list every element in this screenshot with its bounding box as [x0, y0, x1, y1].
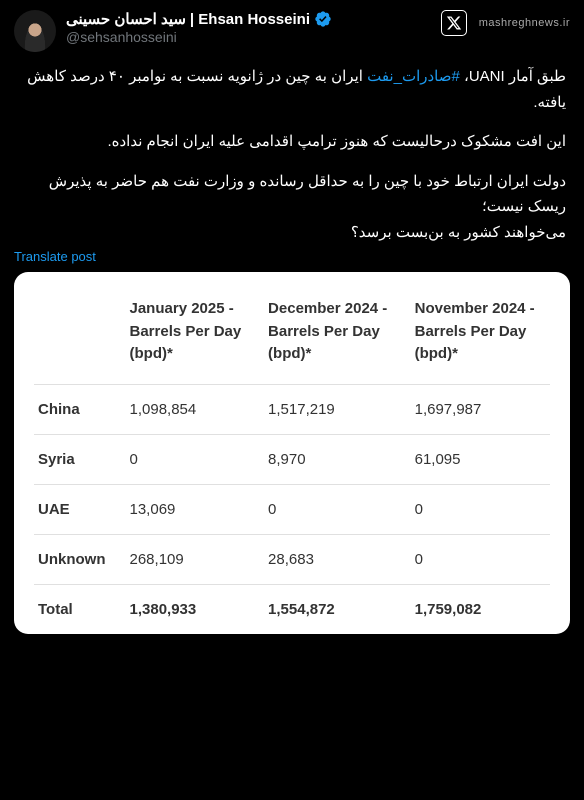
hashtag-link[interactable]: #صادرات_نفت — [367, 68, 460, 85]
table-header-row: January 2025 - Barrels Per Day (bpd)* De… — [34, 292, 550, 384]
tweet-body: طبق آمار UANI، #صادرات_نفت ایران به چین … — [0, 58, 584, 249]
cell: Syria — [34, 434, 118, 484]
col-header-country — [34, 292, 118, 384]
cell: Unknown — [34, 534, 118, 584]
verified-icon — [314, 10, 332, 28]
paragraph-1: طبق آمار UANI، #صادرات_نفت ایران به چین … — [18, 64, 566, 115]
p3-text: دولت ایران ارتباط خود با چین را به حداقل… — [49, 173, 566, 216]
cell: 1,098,854 — [118, 384, 257, 434]
table-row: Unknown 268,109 28,683 0 — [34, 534, 550, 584]
cell: 61,095 — [403, 434, 550, 484]
display-name-en: | Ehsan Hosseini — [190, 11, 310, 28]
cell: Total — [34, 584, 118, 634]
cell: 13,069 — [118, 484, 257, 534]
header-right: mashreghnews.ir — [441, 10, 570, 36]
name-block: سید احسان حسینی | Ehsan Hosseini @sehsan… — [66, 10, 332, 45]
profile-block[interactable]: سید احسان حسینی | Ehsan Hosseini @sehsan… — [14, 10, 332, 52]
paragraph-3: دولت ایران ارتباط خود با چین را به حداقل… — [18, 169, 566, 246]
cell: 268,109 — [118, 534, 257, 584]
col-header-dec: December 2024 - Barrels Per Day (bpd)* — [256, 292, 403, 384]
cell: UAE — [34, 484, 118, 534]
table-body: China 1,098,854 1,517,219 1,697,987 Syri… — [34, 384, 550, 634]
oil-exports-table: January 2025 - Barrels Per Day (bpd)* De… — [34, 292, 550, 634]
tweet-header: سید احسان حسینی | Ehsan Hosseini @sehsan… — [0, 0, 584, 58]
table-row: China 1,098,854 1,517,219 1,697,987 — [34, 384, 550, 434]
cell: 1,380,933 — [118, 584, 257, 634]
cell: 28,683 — [256, 534, 403, 584]
cell: 1,517,219 — [256, 384, 403, 434]
table-row-total: Total 1,380,933 1,554,872 1,759,082 — [34, 584, 550, 634]
p1-pre: طبق آمار UANI، — [460, 68, 566, 85]
cell: 0 — [256, 484, 403, 534]
handle: @sehsanhosseini — [66, 29, 332, 45]
display-name-rtl: سید احسان حسینی — [66, 10, 186, 28]
cell: 8,970 — [256, 434, 403, 484]
cell: 1,759,082 — [403, 584, 550, 634]
avatar[interactable] — [14, 10, 56, 52]
x-logo-icon[interactable] — [441, 10, 467, 36]
cell: 0 — [118, 434, 257, 484]
col-header-nov: November 2024 - Barrels Per Day (bpd)* — [403, 292, 550, 384]
data-table-card: January 2025 - Barrels Per Day (bpd)* De… — [14, 272, 570, 634]
cell: 1,554,872 — [256, 584, 403, 634]
p4-text: می‌خواهند کشور به بن‌بست برسد؟ — [351, 224, 566, 241]
cell: 1,697,987 — [403, 384, 550, 434]
cell: China — [34, 384, 118, 434]
col-header-jan: January 2025 - Barrels Per Day (bpd)* — [118, 292, 257, 384]
translate-link[interactable]: Translate post — [0, 249, 584, 272]
watermark: mashreghnews.ir — [479, 17, 570, 29]
table-row: UAE 13,069 0 0 — [34, 484, 550, 534]
display-name-line: سید احسان حسینی | Ehsan Hosseini — [66, 10, 332, 28]
paragraph-2: این افت مشکوک درحالیست که هنوز ترامپ اقد… — [18, 129, 566, 155]
cell: 0 — [403, 484, 550, 534]
cell: 0 — [403, 534, 550, 584]
table-row: Syria 0 8,970 61,095 — [34, 434, 550, 484]
